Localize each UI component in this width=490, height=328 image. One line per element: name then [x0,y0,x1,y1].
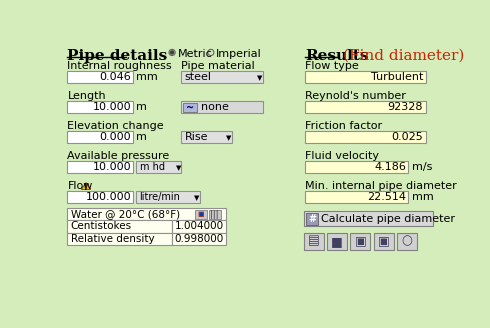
Text: ■: ■ [197,211,204,217]
FancyBboxPatch shape [68,191,133,203]
FancyBboxPatch shape [195,210,207,219]
Text: 0.046: 0.046 [99,72,131,82]
FancyBboxPatch shape [183,102,197,112]
Text: Metric: Metric [177,49,212,59]
Text: Friction factor: Friction factor [305,121,383,131]
Text: ▼: ▼ [175,165,181,171]
Text: Calculate pipe diameter: Calculate pipe diameter [321,214,455,224]
Polygon shape [81,183,91,190]
Text: Results: Results [305,49,369,63]
Text: ▣: ▣ [378,235,390,248]
Text: ▣: ▣ [355,235,366,248]
Text: none: none [201,102,229,112]
FancyBboxPatch shape [68,233,172,245]
FancyBboxPatch shape [327,233,347,250]
Text: m: m [136,102,147,112]
Text: ~: ~ [186,102,194,112]
FancyBboxPatch shape [172,220,226,233]
FancyBboxPatch shape [68,208,226,220]
Text: #: # [308,214,316,224]
Text: |||: ||| [210,210,219,219]
Text: 92328: 92328 [388,102,423,112]
Text: Relative density: Relative density [71,234,154,244]
Text: Flow: Flow [68,181,93,191]
FancyBboxPatch shape [68,220,172,233]
FancyBboxPatch shape [397,233,417,250]
FancyBboxPatch shape [181,71,263,83]
FancyBboxPatch shape [373,233,394,250]
Text: ▼: ▼ [257,75,262,81]
Text: mm: mm [412,192,433,202]
Text: !: ! [84,183,88,192]
Text: Available pressure: Available pressure [68,151,170,161]
FancyBboxPatch shape [68,131,133,143]
Text: 4.186: 4.186 [374,162,406,172]
Text: 0.000: 0.000 [99,132,131,142]
Text: Pipe details: Pipe details [68,49,168,63]
Text: m/s: m/s [412,162,432,172]
Text: Fluid velocity: Fluid velocity [305,151,379,161]
Circle shape [171,51,173,54]
FancyBboxPatch shape [68,71,133,83]
Text: ▤: ▤ [308,235,320,248]
FancyBboxPatch shape [305,71,425,83]
Text: Min. internal pipe diameter: Min. internal pipe diameter [305,181,457,191]
Text: 0.998000: 0.998000 [175,234,224,244]
Text: (Find diameter): (Find diameter) [343,49,464,63]
FancyBboxPatch shape [305,191,409,203]
FancyBboxPatch shape [306,213,318,225]
FancyBboxPatch shape [136,191,200,203]
Text: 22.514: 22.514 [367,192,406,202]
Text: litre/min: litre/min [140,192,180,202]
Text: Reynold's number: Reynold's number [305,91,406,101]
Text: m: m [136,132,147,142]
FancyBboxPatch shape [350,233,370,250]
Text: Imperial: Imperial [216,49,262,59]
FancyBboxPatch shape [305,161,409,173]
FancyBboxPatch shape [136,161,181,173]
Text: ▼: ▼ [194,195,199,201]
Text: 10.000: 10.000 [93,162,131,172]
Text: ●: ● [198,212,203,217]
FancyBboxPatch shape [68,101,133,113]
Text: Turbulent: Turbulent [371,72,423,82]
Text: Internal roughness: Internal roughness [68,61,172,71]
Text: ■: ■ [331,235,343,248]
Text: ▼: ▼ [226,135,231,141]
FancyBboxPatch shape [181,131,232,143]
FancyBboxPatch shape [68,161,133,173]
Text: Water @ 20°C (68°F): Water @ 20°C (68°F) [71,209,180,219]
Text: 0.025: 0.025 [392,132,423,142]
Text: m hd: m hd [140,162,165,172]
Text: 10.000: 10.000 [93,102,131,112]
Text: steel: steel [184,72,212,82]
Text: Length: Length [68,91,106,101]
Text: Rise: Rise [184,132,208,142]
FancyBboxPatch shape [305,131,425,143]
Text: Centistokes: Centistokes [71,221,132,232]
Text: Flow type: Flow type [305,61,359,71]
FancyBboxPatch shape [172,233,226,245]
Text: Elevation change: Elevation change [68,121,164,131]
FancyBboxPatch shape [305,101,425,113]
FancyBboxPatch shape [209,210,221,219]
FancyBboxPatch shape [304,211,433,226]
Text: 100.000: 100.000 [85,192,131,202]
Text: 1.004000: 1.004000 [175,221,224,232]
Text: ○: ○ [401,235,413,248]
FancyBboxPatch shape [304,233,324,250]
FancyBboxPatch shape [181,101,263,113]
Text: Pipe material: Pipe material [181,61,255,71]
Text: mm: mm [136,72,158,82]
